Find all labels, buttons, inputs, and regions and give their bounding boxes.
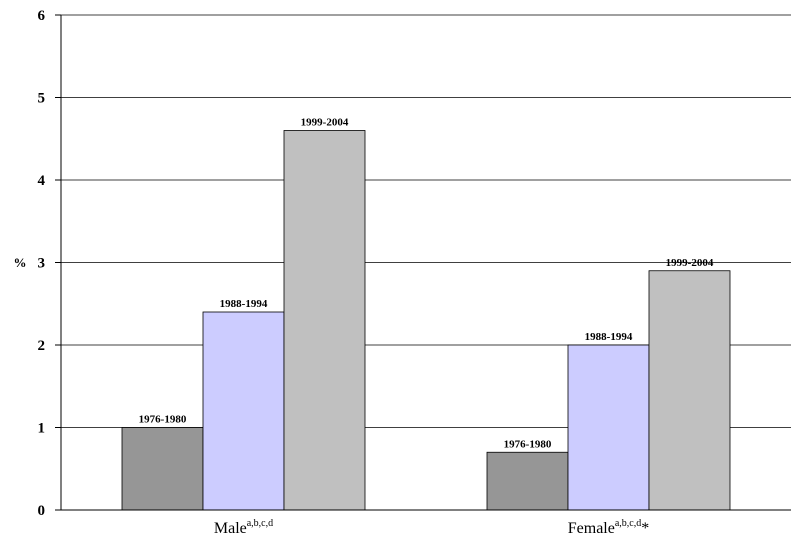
category-label-male: Malea,b,c,d — [214, 518, 273, 537]
bar-1999-2004-male — [283, 130, 366, 511]
bar-1988-1994-male — [202, 311, 285, 511]
bar-data-label: 1976-1980 — [139, 414, 187, 426]
y-tick-label: 2 — [38, 338, 46, 354]
axes — [60, 15, 791, 511]
y-tick-label: 4 — [38, 173, 46, 189]
bar-data-label: 1976-1980 — [504, 438, 552, 450]
bar-data-label: 1988-1994 — [220, 298, 268, 310]
y-tick-label: 5 — [38, 91, 46, 107]
category-labels: Malea,b,c,d Femalea,b,c,d* — [214, 518, 649, 537]
bar-1976-1980-female — [486, 451, 569, 511]
y-tick-label: 6 — [38, 8, 46, 24]
bar-1976-1980-male — [121, 427, 204, 511]
y-tick-label: 0 — [38, 503, 46, 519]
category-label-female: Femalea,b,c,d* — [568, 518, 649, 537]
bar-data-label: 1999-2004 — [666, 257, 714, 269]
bar-1988-1994-female — [567, 344, 650, 511]
bar-1999-2004-female — [648, 270, 731, 511]
y-tick-labels: 0 1 2 3 4 5 6 — [38, 8, 46, 519]
y-tick-label: 1 — [38, 421, 46, 437]
bar-data-label: 1988-1994 — [585, 331, 633, 343]
bar-data-labels: 1976-1980 1988-1994 1999-2004 1976-1980 1988… — [139, 117, 714, 451]
bar-data-label: 1999-2004 — [301, 117, 349, 129]
bars — [121, 130, 731, 511]
y-axis-label: % — [14, 255, 27, 270]
y-tick-label: 3 — [38, 256, 46, 272]
